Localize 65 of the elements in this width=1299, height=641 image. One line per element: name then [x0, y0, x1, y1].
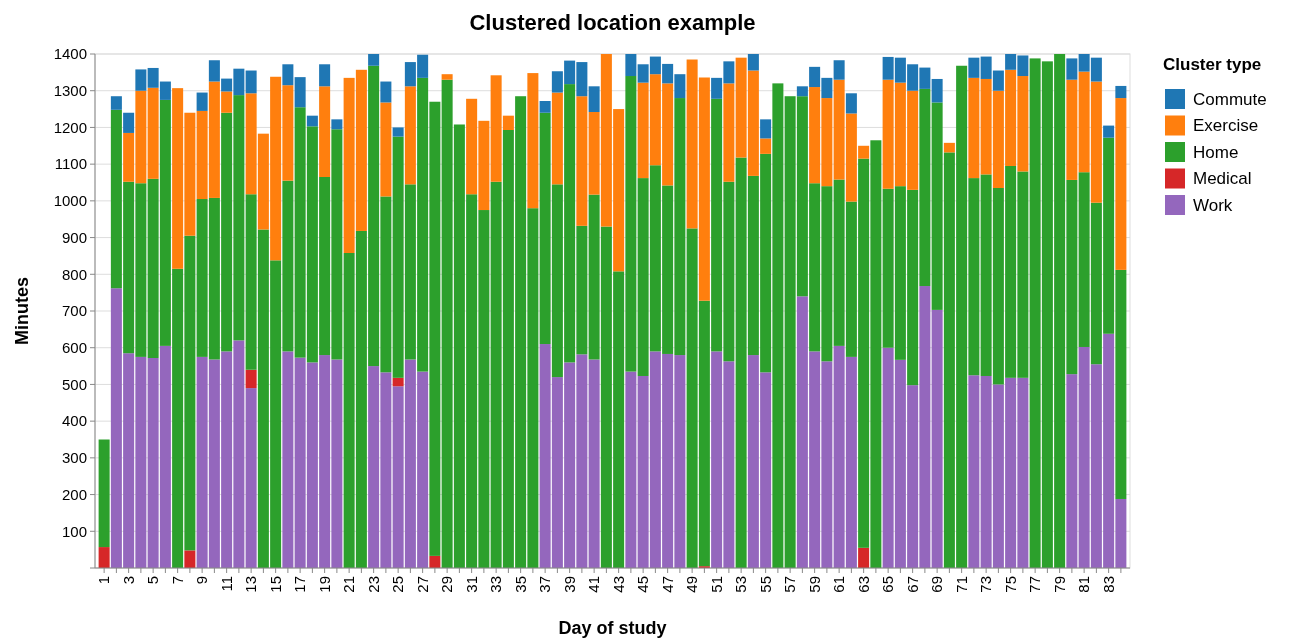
x-tick-label: 43: [609, 576, 627, 593]
x-tick-label: 13: [242, 576, 260, 593]
x-tick-label: 45: [634, 576, 652, 593]
x-tick-label: 37: [536, 576, 554, 593]
x-tick-label: 39: [560, 576, 578, 593]
y-tick-label: 1100: [54, 155, 87, 173]
y-tick-label: 1400: [53, 45, 87, 63]
x-tick-label: 1: [95, 576, 113, 585]
x-tick-label: 57: [781, 576, 799, 593]
x-tick-label: 21: [340, 576, 358, 593]
legend-label: Work: [1193, 195, 1233, 215]
x-tick-label: 19: [315, 576, 333, 593]
x-tick-label: 33: [487, 576, 505, 593]
x-tick-label: 41: [585, 576, 603, 593]
x-tick-label: 53: [732, 576, 750, 593]
x-tick-label: 55: [756, 576, 774, 593]
legend-label: Exercise: [1193, 116, 1259, 136]
x-tick-label: 31: [462, 576, 480, 593]
y-tick-label: 400: [61, 412, 87, 430]
chart-title: Clustered location example: [469, 10, 756, 35]
x-tick-label: 81: [1075, 576, 1093, 593]
x-tick-label: 15: [266, 576, 284, 593]
x-tick-label: 73: [977, 576, 995, 593]
y-tick-label: 800: [61, 265, 87, 283]
x-axis-title: Day of study: [558, 618, 667, 638]
x-tick-label: 29: [438, 576, 456, 593]
x-tick-label: 77: [1026, 576, 1044, 593]
x-tick-label: 23: [364, 576, 382, 593]
x-tick-label: 65: [879, 576, 897, 593]
x-tick-label: 5: [144, 576, 162, 585]
y-axis-title: Minutes: [12, 276, 32, 346]
y-tick-label: 1200: [53, 118, 87, 136]
legend-label: Commute: [1193, 89, 1267, 109]
x-tick-label: 67: [903, 576, 921, 593]
x-tick-label: 83: [1099, 576, 1117, 593]
x-tick-label: 9: [193, 576, 211, 585]
y-tick-label: 900: [61, 228, 87, 246]
x-tick-label: 63: [854, 576, 872, 593]
y-tick-label: 300: [61, 449, 87, 467]
x-tick-label: 71: [952, 576, 970, 593]
y-tick-label: 1300: [53, 81, 87, 99]
y-tick-label: 600: [61, 338, 87, 356]
x-tick-label: 27: [413, 576, 431, 593]
x-tick-label: 35: [511, 576, 529, 593]
x-tick-label: 3: [119, 576, 137, 585]
legend-title: Cluster type: [1163, 55, 1262, 74]
x-tick-label: 7: [168, 576, 186, 585]
y-tick-label: 100: [61, 522, 87, 540]
x-tick-label: 49: [683, 576, 701, 593]
y-tick-label: 1000: [53, 192, 87, 210]
legend-label: Home: [1193, 142, 1239, 162]
x-tick-label: 59: [805, 576, 823, 593]
y-tick-label: 200: [61, 485, 87, 503]
x-tick-label: 51: [707, 576, 725, 593]
x-tick-label: 47: [658, 576, 676, 593]
x-tick-label: 69: [928, 576, 946, 593]
y-tick-label: 500: [61, 375, 87, 393]
x-tick-label: 61: [830, 576, 848, 593]
x-tick-label: 75: [1001, 576, 1019, 593]
legend-label: Medical: [1193, 169, 1252, 189]
y-tick-label: 700: [61, 302, 87, 320]
x-tick-label: 79: [1050, 576, 1068, 593]
x-tick-label: 11: [217, 576, 235, 592]
x-tick-label: 25: [389, 576, 407, 593]
x-tick-label: 17: [291, 576, 309, 593]
